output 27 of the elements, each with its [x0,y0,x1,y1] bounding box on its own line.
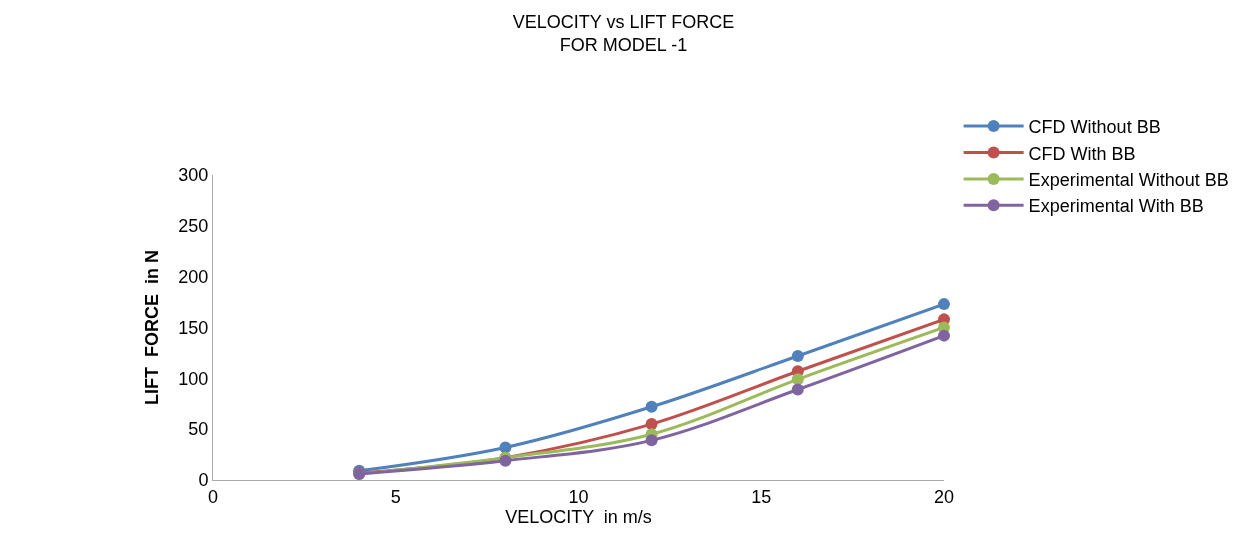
y-tick-label: 250 [178,216,209,237]
point [791,383,804,396]
point [938,298,950,311]
x-tick-label: 10 [568,486,589,507]
y-tick-label: 150 [178,317,209,338]
point [791,349,804,362]
chart-subtitle: FOR MODEL -1 [559,34,688,55]
point [791,373,804,386]
legend-label: CFD With BB [1028,143,1136,164]
point [645,434,658,447]
y-tick-label: 50 [188,419,209,440]
y-tick-label: 0 [198,470,209,491]
chart-title: VELOCITY vs LIFT FORCE [512,11,735,32]
y-tick-label: 100 [178,368,209,389]
x-tick-label: 20 [933,486,955,507]
legend-label: CFD Without BB [1028,117,1161,138]
y-tick-label: 300 [178,165,209,186]
x-tick-label: 5 [390,486,401,507]
y-axis-title: LIFT FORCE in N [141,250,162,405]
y-tick-label: 200 [178,266,209,287]
point [499,441,512,454]
point [938,329,950,342]
point [645,400,658,413]
x-axis-title: VELOCITY in m/s [505,506,652,527]
legend-label: Experimental Without BB [1028,169,1229,190]
x-tick-label: 15 [751,486,772,507]
legend-label: Experimental With BB [1028,196,1204,217]
